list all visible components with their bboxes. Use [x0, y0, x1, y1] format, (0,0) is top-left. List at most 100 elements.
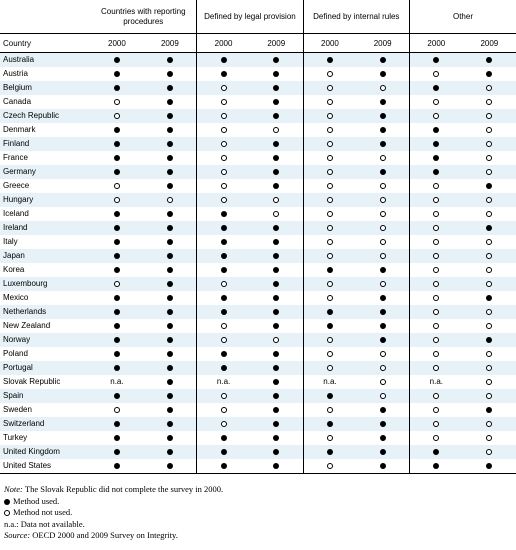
filled-circle-icon	[273, 462, 280, 469]
empty-circle-icon	[326, 70, 333, 77]
method-cell	[408, 305, 463, 319]
method-cell	[463, 193, 516, 207]
filled-circle-icon	[113, 420, 120, 427]
method-cell	[90, 137, 143, 151]
filled-circle-icon	[166, 336, 173, 343]
method-cell	[463, 137, 516, 151]
method-cell	[90, 67, 143, 81]
empty-circle-icon	[433, 224, 440, 231]
filled-circle-icon	[326, 420, 333, 427]
not-available-label: n.a.	[429, 377, 443, 386]
method-cell: n.a.	[302, 375, 357, 389]
filled-circle-icon	[273, 70, 280, 77]
method-cell	[408, 333, 463, 347]
filled-circle-icon	[273, 140, 280, 147]
filled-circle-icon	[113, 238, 120, 245]
filled-circle-icon	[166, 70, 173, 77]
filled-circle-icon	[273, 434, 280, 441]
method-cell	[250, 123, 303, 137]
table-container: Countries with reporting procedures Defi…	[0, 0, 516, 474]
filled-circle-icon	[113, 168, 120, 175]
method-cell	[356, 53, 409, 68]
empty-circle-icon	[220, 336, 227, 343]
method-cell	[250, 249, 303, 263]
empty-circle-icon	[379, 364, 386, 371]
filled-circle-icon	[433, 56, 440, 63]
method-cell	[144, 165, 197, 179]
method-cell	[250, 375, 303, 389]
filled-circle-icon	[379, 70, 386, 77]
empty-circle-icon	[326, 210, 333, 217]
country-name: Portugal	[3, 363, 33, 372]
method-cell	[144, 263, 197, 277]
empty-circle-icon	[433, 112, 440, 119]
method-cell	[144, 235, 197, 249]
filled-circle-icon	[166, 112, 173, 119]
country-column-header: Country	[0, 33, 91, 53]
empty-circle-icon	[486, 350, 493, 357]
empty-circle-icon	[326, 336, 333, 343]
empty-circle-icon	[113, 196, 120, 203]
empty-circle-icon	[326, 280, 333, 287]
table-row: Sweden	[0, 403, 516, 417]
method-cell	[302, 81, 357, 95]
empty-circle-icon	[433, 238, 440, 245]
filled-circle-icon	[273, 252, 280, 259]
empty-circle-icon	[486, 448, 493, 455]
filled-circle-icon	[326, 392, 333, 399]
method-cell	[463, 207, 516, 221]
method-cell	[408, 417, 463, 431]
method-cell	[463, 375, 516, 389]
filled-circle-icon	[113, 84, 120, 91]
empty-circle-icon	[379, 238, 386, 245]
method-cell	[302, 417, 357, 431]
method-cell	[302, 137, 357, 151]
country-name: Norway	[3, 335, 31, 344]
method-cell	[196, 249, 250, 263]
filled-circle-icon	[4, 498, 10, 505]
filled-circle-icon	[113, 210, 120, 217]
country-name: New Zealand	[3, 321, 51, 330]
empty-circle-icon	[166, 196, 173, 203]
empty-circle-icon	[326, 350, 333, 357]
method-cell	[250, 137, 303, 151]
empty-circle-icon	[326, 364, 333, 371]
empty-circle-icon	[113, 280, 120, 287]
method-cell	[302, 263, 357, 277]
method-cell	[408, 277, 463, 291]
filled-circle-icon	[486, 224, 493, 231]
filled-circle-icon	[166, 98, 173, 105]
year-header: 2009	[356, 33, 410, 53]
method-cell	[249, 459, 304, 474]
empty-circle-icon	[326, 168, 333, 175]
method-cell	[144, 291, 197, 305]
method-cell	[302, 221, 357, 235]
filled-circle-icon	[433, 84, 440, 91]
country-name: France	[3, 153, 28, 162]
method-cell	[463, 445, 516, 459]
filled-circle-icon	[166, 168, 173, 175]
table-row: Spain	[0, 389, 516, 403]
filled-circle-icon	[220, 462, 227, 469]
country-name: Australia	[3, 55, 35, 64]
method-cell	[250, 319, 303, 333]
country-name: Netherlands	[3, 307, 47, 316]
year-header: 2000	[196, 33, 250, 53]
table-row: Poland	[0, 347, 516, 361]
filled-circle-icon	[273, 266, 280, 273]
method-cell	[356, 109, 409, 123]
country-name: Hungary	[3, 195, 34, 204]
table-row: Japan	[0, 249, 516, 263]
method-cell	[302, 193, 357, 207]
note-label: Note:	[4, 484, 23, 494]
method-cell	[463, 263, 516, 277]
method-cell	[463, 235, 516, 249]
group-header-blank	[0, 0, 91, 34]
method-cell: n.a.	[408, 375, 463, 389]
country-name: Greece	[3, 181, 30, 190]
table-row: Hungary	[0, 193, 516, 207]
filled-circle-icon	[166, 280, 173, 287]
empty-circle-icon	[4, 510, 10, 517]
method-cell	[196, 67, 250, 81]
filled-circle-icon	[220, 266, 227, 273]
